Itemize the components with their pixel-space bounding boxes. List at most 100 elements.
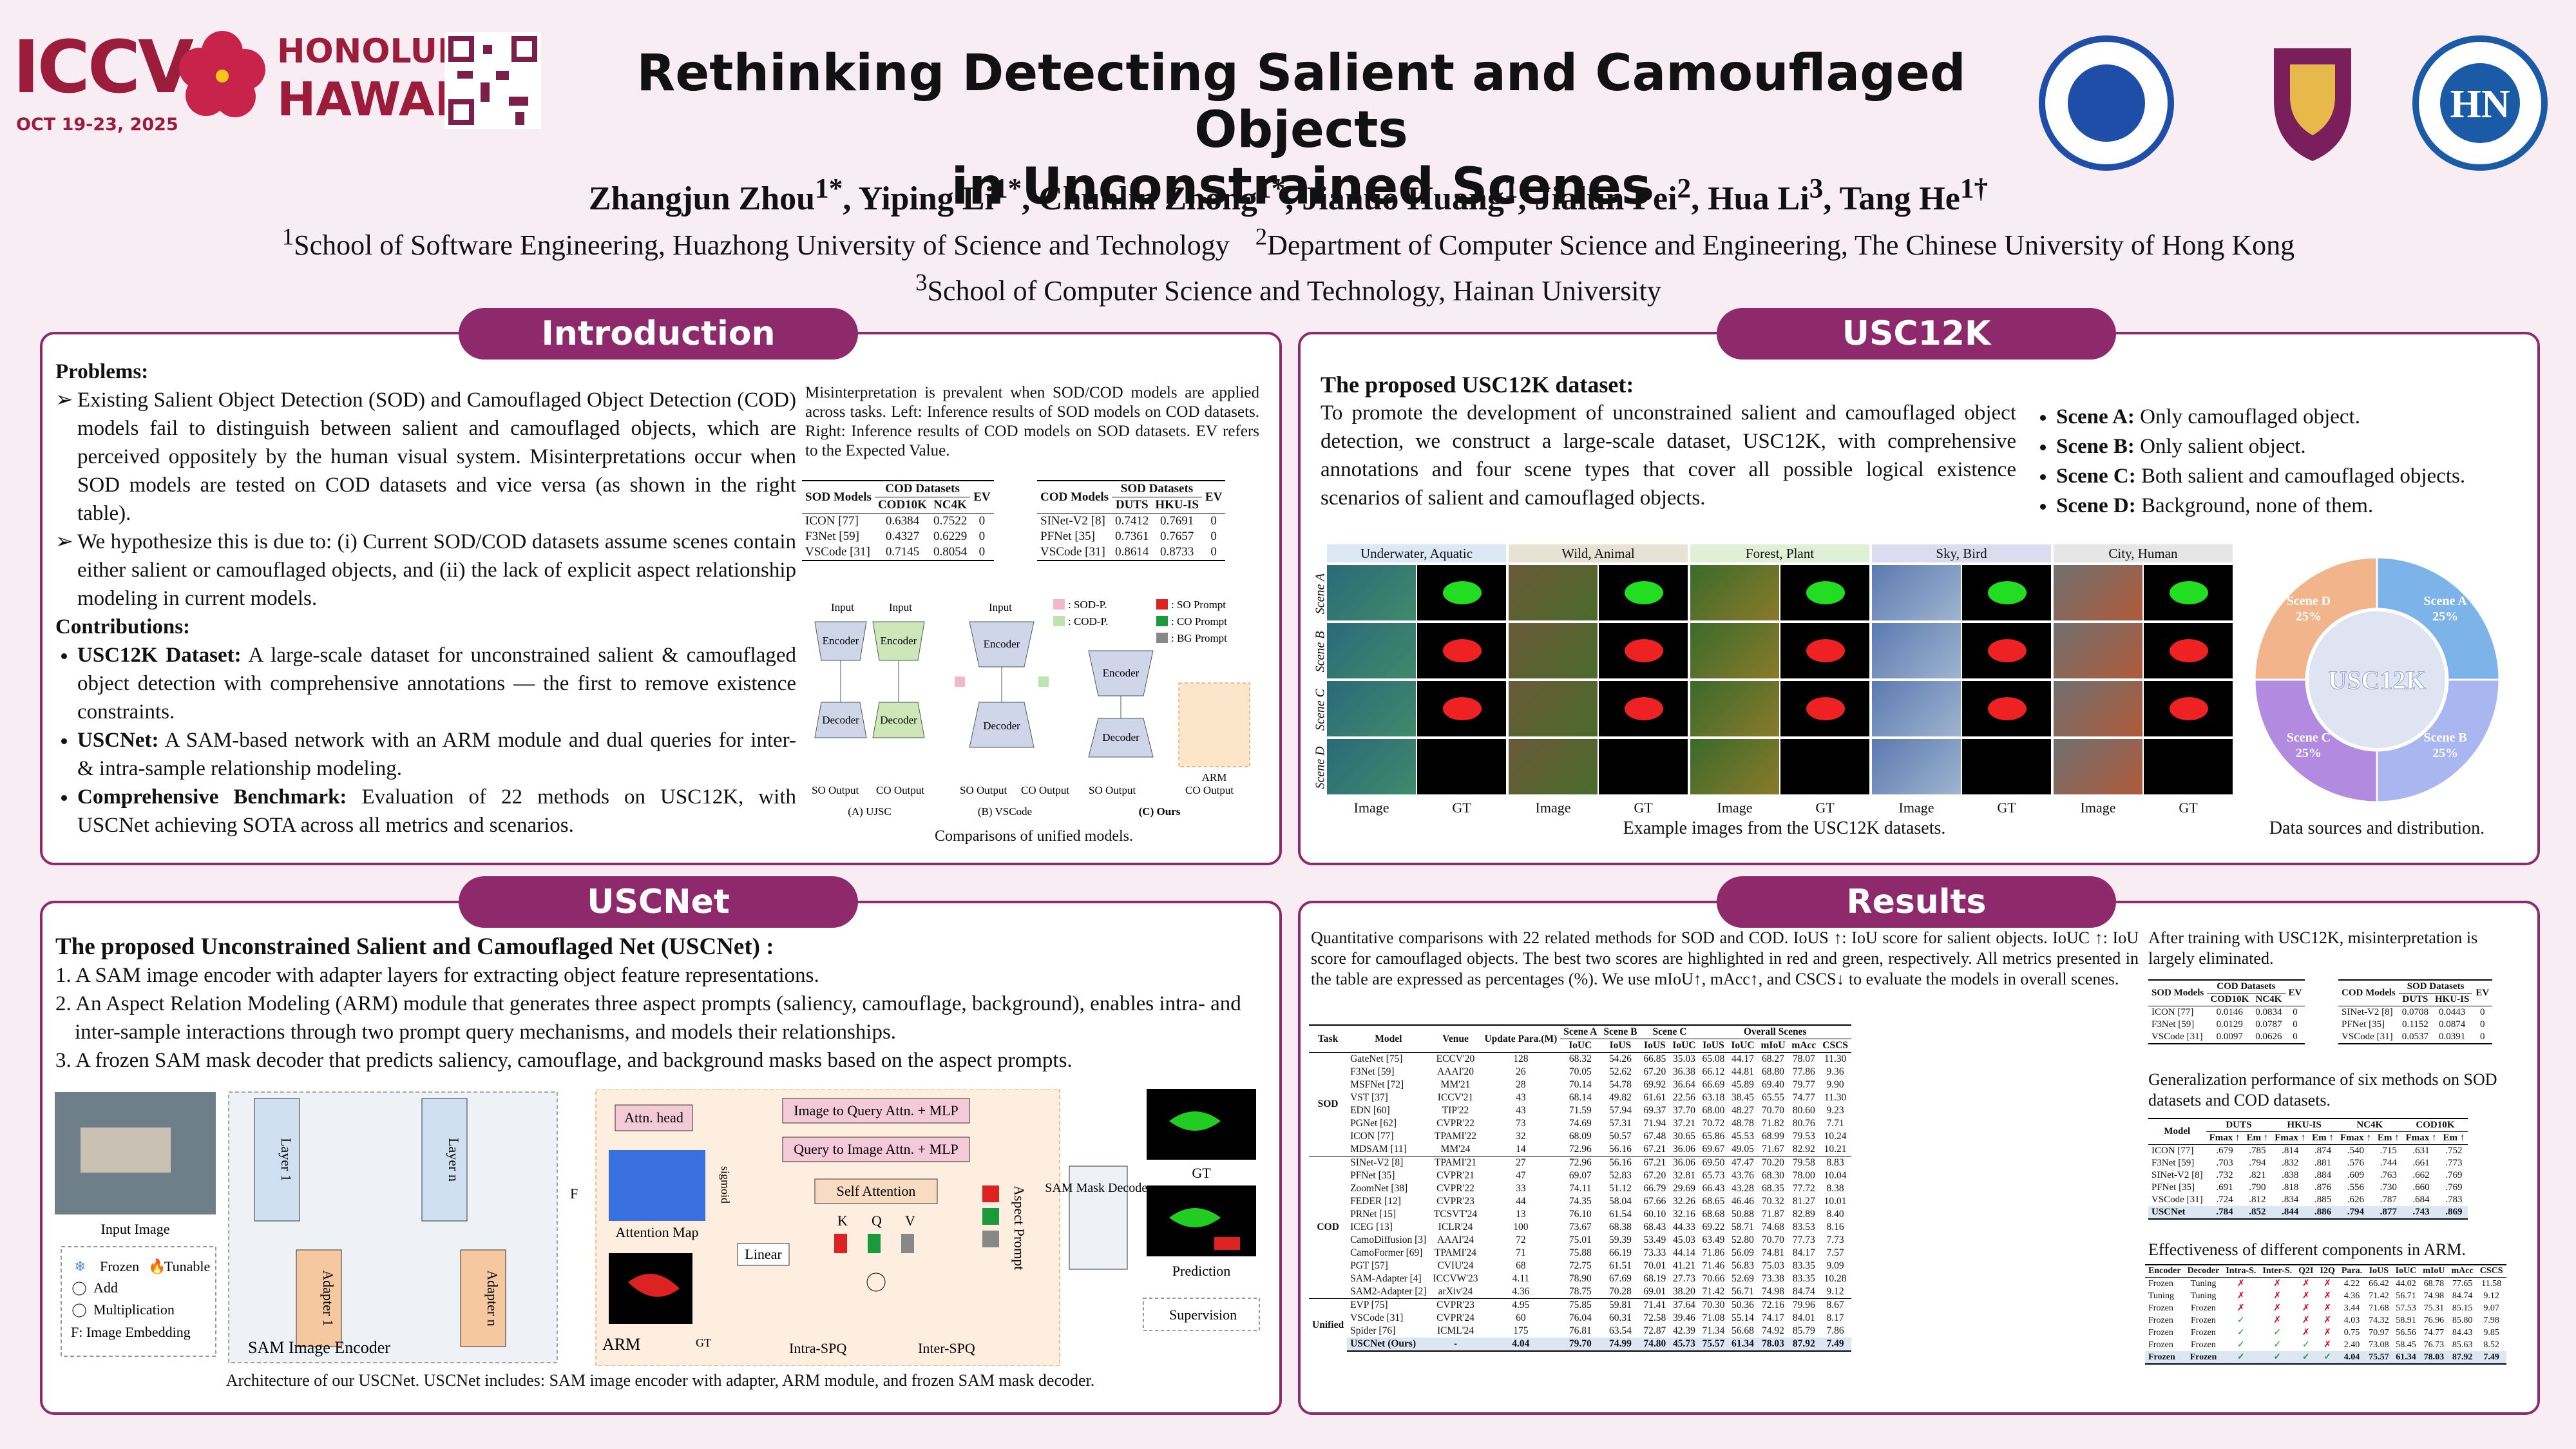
column-header: Decoder [2184, 1264, 2223, 1278]
table-cell: 0.0708 [2401, 1007, 2428, 1017]
table-cell: 37.64 [1669, 1298, 1699, 1312]
column-header: COD10K [2210, 994, 2249, 1004]
data-table: COD Models SOD Datasets EV DUTS HKU-IS SINet-… [1037, 480, 1226, 561]
table-cell: 4.04 [1481, 1338, 1561, 1352]
intro-text: Problems: Existing Salient Object Detect… [55, 358, 796, 840]
table-cell: 63.49 [1702, 1234, 1725, 1245]
table-cell: SINet-V2 [8] [1040, 514, 1105, 528]
table-cell: 36.06 [1669, 1156, 1699, 1169]
table-cell: 0.8054 [930, 544, 971, 561]
table-cell: 66.19 [1608, 1247, 1632, 1258]
table-cell: 56.09 [1731, 1247, 1754, 1258]
column-label: GT [1815, 800, 1835, 816]
author-mark: 3 [1809, 173, 1824, 204]
column-header: Fmax ↑ [2340, 1133, 2371, 1143]
table-head: SOD Models COD Datasets EV COD10K NC4K [2148, 979, 2305, 1006]
data-table: SOD Models COD Datasets EV COD10K NC4K ICON [… [2148, 979, 2305, 1044]
table-cell: .794 [2336, 1206, 2374, 1220]
table-cell: .576 [2347, 1158, 2364, 1168]
table-wrap: SOD Models COD Datasets EV COD10K NC4K ICON [… [802, 480, 994, 561]
example-image [1690, 739, 1779, 794]
table-cell: 66.42 [2369, 1278, 2389, 1289]
fig-label: Self Attention [837, 1183, 916, 1199]
polygon-shape [969, 621, 1035, 667]
table-cell: 76.81 [1569, 1325, 1592, 1336]
table-cell: 71.68 [2369, 1303, 2389, 1313]
table-cell: 4.11 [1512, 1273, 1530, 1284]
table-cell: 51.12 [1608, 1183, 1632, 1194]
table-cell: Frozen [2148, 1327, 2173, 1338]
table-cell: 65.55 [1762, 1092, 1784, 1103]
table-cell: 0 [1210, 514, 1217, 528]
table-cell: 74.99 [1600, 1338, 1641, 1352]
table-cell: 71.34 [1702, 1325, 1725, 1336]
table-cell: 85.79 [1792, 1325, 1815, 1336]
affiliation: 1School of Software Engineering, Huazhon… [282, 223, 1230, 261]
example-image [1327, 739, 1416, 794]
legend-label: : CO Prompt [1171, 615, 1227, 628]
table-cell: 79.53 [1792, 1131, 1815, 1142]
table-cell: .743 [2402, 1206, 2440, 1220]
fig-label: Input [889, 601, 912, 613]
table-cell: ICCVW'23 [1433, 1273, 1478, 1284]
column-header: Fmax ↑ [2209, 1133, 2240, 1143]
table-cell: 74.98 [2423, 1291, 2445, 1301]
table-cell: ICON [77] [2151, 1007, 2194, 1017]
table-row: F3Net [59] 0.4327 0.6229 0 [802, 529, 994, 544]
table-cell: .773 [2445, 1158, 2463, 1168]
table-cell: 84.74 [2452, 1291, 2473, 1301]
header-row: SOD Models COD Datasets EV [802, 480, 994, 513]
table-row: Frozen Frozen ✓ ✓ ✓ ✓ 4.04 75.57 61.34 78.03 87.92… [2145, 1351, 2506, 1365]
table-cell: 10.01 [1824, 1196, 1847, 1207]
table-cell: 77.86 [1792, 1066, 1815, 1077]
example-image [1690, 565, 1779, 620]
column-group: SOD Datasets [2398, 979, 2473, 993]
header-row: SOD Models COD Datasets EV [2148, 979, 2305, 1006]
problem: We hypothesize this is due to: (i) Curre… [55, 528, 796, 613]
table-cell: 4.95 [1481, 1298, 1561, 1312]
table-cell: 84.17 [1792, 1247, 1815, 1258]
table-cell: 77.72 [1792, 1183, 1815, 1194]
data-table: Encoder Decoder Intra-S. Inter-S. Q2I I2Q Para… [2145, 1264, 2506, 1365]
gt-mask [1780, 739, 1869, 794]
table-cell: 87.92 [1788, 1338, 1820, 1352]
table-cell: ✓ [2222, 1351, 2260, 1365]
table-cell: CVIU'24 [1437, 1260, 1474, 1271]
table-cell: .818 [2282, 1182, 2299, 1193]
table-cell: 66.79 [1643, 1183, 1666, 1194]
table-cell: 70.70 [1762, 1234, 1784, 1245]
table-cell: .787 [2380, 1195, 2397, 1205]
fig-label: Image to Query Attn. + MLP [794, 1102, 959, 1118]
table-cell: 8.16 [1826, 1222, 1844, 1233]
rect-shape [460, 1249, 506, 1347]
category-header: Forest, Plant [1690, 544, 1869, 562]
table-cell: .763 [2380, 1170, 2397, 1180]
column-label: Image [1717, 800, 1753, 816]
table-cell: VSCode [31] [1350, 1312, 1404, 1323]
title: Rethinking Detecting Salient and Camoufl… [541, 45, 2061, 215]
polygon-shape [872, 702, 925, 738]
table-cell: .852 [2243, 1206, 2272, 1220]
fig-label: Supervision [1169, 1307, 1237, 1323]
table-row: VSCode [31] 0.0097 0.0626 0 [2148, 1031, 2305, 1044]
architecture-figure: Input Image Frozen Tunable ❄ 🔥 Add Multipl… [55, 1089, 1260, 1366]
circle-shape [215, 76, 256, 117]
problem-list: Existing Salient Object Detection (SOD) … [55, 386, 796, 613]
usc12k-text: The proposed USC12K dataset: To promote … [1321, 370, 2016, 512]
author: Tang He1† [1839, 173, 1988, 217]
table-cell: 71.94 [1643, 1118, 1666, 1129]
table-row: VSCode [31] CVPR'24 60 76.04 60.31 72.58 39.46… [1309, 1312, 1851, 1325]
table-cell: MM'21 [1440, 1079, 1471, 1090]
table-cell: 70.20 [1757, 1156, 1789, 1169]
fig-label: Input [831, 601, 854, 613]
table-cell: VSCode [31] [802, 544, 875, 561]
affiliation-text: Department of Computer Science and Engin… [1267, 229, 2295, 261]
pie-value-label: 25% [2296, 746, 2322, 760]
table-cell: 66.12 [1702, 1066, 1725, 1077]
gt-mask [1962, 565, 2051, 620]
table-cell: 74.35 [1569, 1196, 1592, 1207]
table-cell: .874 [2314, 1146, 2332, 1156]
section-heading: USC12K [1717, 308, 2116, 360]
column-header: DUTS [2402, 994, 2428, 1004]
